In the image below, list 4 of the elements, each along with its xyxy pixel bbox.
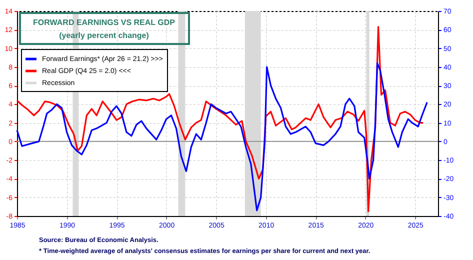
line-series	[16, 26, 424, 212]
line-series	[16, 62, 428, 212]
text: FORWARD EARNINGS VS REAL GDP	[33, 18, 176, 27]
text: (yearly percent change)	[59, 31, 150, 40]
